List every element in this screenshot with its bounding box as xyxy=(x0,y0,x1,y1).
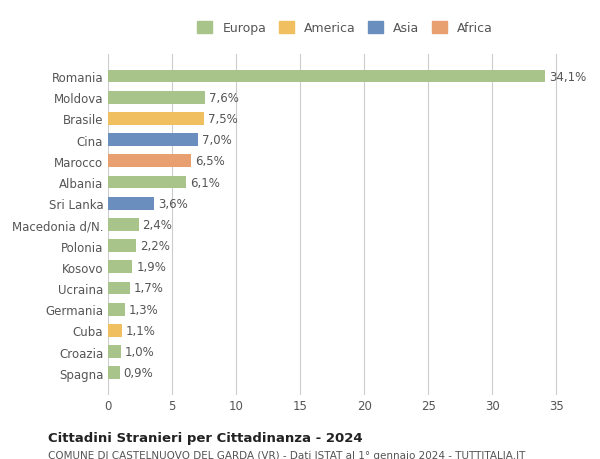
Text: 1,3%: 1,3% xyxy=(128,303,158,316)
Bar xyxy=(108,92,205,104)
Bar xyxy=(108,134,197,147)
Text: 1,9%: 1,9% xyxy=(136,261,166,274)
Text: 2,2%: 2,2% xyxy=(140,240,170,252)
Text: 34,1%: 34,1% xyxy=(548,70,586,84)
Bar xyxy=(108,325,122,337)
Text: COMUNE DI CASTELNUOVO DEL GARDA (VR) - Dati ISTAT al 1° gennaio 2024 - TUTTITALI: COMUNE DI CASTELNUOVO DEL GARDA (VR) - D… xyxy=(48,450,526,459)
Text: Cittadini Stranieri per Cittadinanza - 2024: Cittadini Stranieri per Cittadinanza - 2… xyxy=(48,431,362,444)
Legend: Europa, America, Asia, Africa: Europa, America, Asia, Africa xyxy=(193,17,497,40)
Bar xyxy=(108,282,130,295)
Bar xyxy=(108,113,204,125)
Bar xyxy=(108,367,119,379)
Bar xyxy=(108,218,139,231)
Text: 6,5%: 6,5% xyxy=(195,155,225,168)
Text: 7,6%: 7,6% xyxy=(209,91,239,105)
Text: 7,0%: 7,0% xyxy=(202,134,231,147)
Text: 0,9%: 0,9% xyxy=(124,366,153,380)
Text: 3,6%: 3,6% xyxy=(158,197,188,210)
Text: 6,1%: 6,1% xyxy=(190,176,220,189)
Bar xyxy=(108,155,191,168)
Text: 1,0%: 1,0% xyxy=(125,345,154,358)
Bar xyxy=(108,240,136,252)
Bar xyxy=(108,71,545,83)
Text: 7,5%: 7,5% xyxy=(208,112,238,126)
Text: 1,7%: 1,7% xyxy=(134,282,163,295)
Bar xyxy=(108,197,154,210)
Text: 2,4%: 2,4% xyxy=(143,218,172,231)
Bar xyxy=(108,346,121,358)
Text: 1,1%: 1,1% xyxy=(126,324,156,337)
Bar xyxy=(108,303,125,316)
Bar xyxy=(108,261,133,274)
Bar xyxy=(108,176,186,189)
